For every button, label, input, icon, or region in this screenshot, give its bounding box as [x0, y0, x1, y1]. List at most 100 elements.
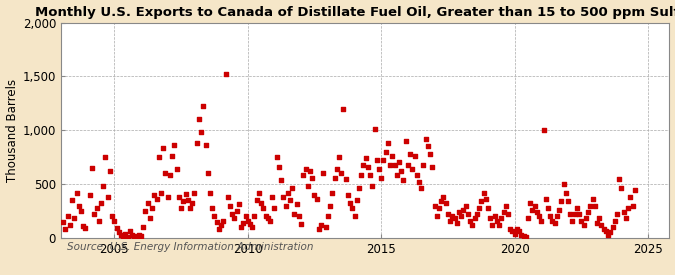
- Point: [184, 205, 195, 210]
- Point: [165, 173, 176, 178]
- Point: [205, 190, 215, 195]
- Point: [462, 212, 473, 216]
- Point: [78, 224, 88, 228]
- Point: [107, 214, 117, 219]
- Point: [409, 154, 420, 158]
- Point: [232, 209, 242, 213]
- Point: [247, 225, 258, 229]
- Point: [405, 152, 416, 156]
- Point: [354, 186, 364, 191]
- Point: [594, 216, 605, 221]
- Point: [242, 218, 253, 223]
- Point: [380, 150, 391, 154]
- Point: [503, 212, 514, 216]
- Point: [563, 199, 574, 204]
- Point: [267, 195, 277, 199]
- Point: [543, 205, 554, 210]
- Point: [507, 229, 518, 233]
- Point: [567, 218, 578, 223]
- Point: [471, 212, 482, 216]
- Point: [427, 164, 438, 169]
- Point: [614, 177, 624, 181]
- Point: [111, 226, 122, 230]
- Point: [402, 163, 413, 167]
- Point: [421, 137, 431, 141]
- Point: [534, 214, 545, 219]
- Point: [345, 201, 356, 206]
- Point: [431, 214, 442, 219]
- Point: [398, 177, 409, 182]
- Point: [138, 225, 148, 229]
- Point: [449, 216, 460, 221]
- Point: [387, 154, 398, 158]
- Point: [445, 218, 456, 223]
- Point: [327, 190, 338, 195]
- Point: [225, 203, 236, 208]
- Point: [120, 231, 131, 236]
- Point: [158, 146, 169, 151]
- Point: [560, 190, 571, 195]
- Point: [601, 229, 612, 233]
- Point: [620, 216, 631, 221]
- Point: [323, 214, 333, 219]
- Point: [211, 219, 222, 224]
- Point: [209, 214, 220, 219]
- Point: [333, 155, 344, 159]
- Point: [102, 195, 113, 199]
- Point: [187, 201, 198, 206]
- Point: [171, 167, 182, 171]
- Point: [118, 233, 129, 238]
- Point: [115, 232, 126, 237]
- Point: [58, 219, 69, 224]
- Point: [176, 205, 186, 210]
- Point: [129, 233, 140, 238]
- Point: [487, 223, 498, 227]
- Point: [367, 184, 378, 188]
- Point: [300, 167, 311, 171]
- Point: [213, 227, 224, 232]
- Point: [342, 192, 353, 197]
- Point: [62, 214, 73, 219]
- Point: [131, 235, 142, 239]
- Point: [607, 225, 618, 229]
- Point: [202, 171, 213, 175]
- Point: [144, 216, 155, 221]
- Point: [69, 216, 80, 221]
- Point: [394, 160, 404, 165]
- Point: [251, 198, 262, 202]
- Point: [93, 218, 104, 223]
- Point: [440, 201, 451, 206]
- Point: [536, 218, 547, 223]
- Point: [287, 186, 298, 191]
- Point: [309, 192, 320, 197]
- Text: Source: U.S. Energy Information Administration: Source: U.S. Energy Information Administ…: [67, 242, 314, 252]
- Point: [280, 203, 291, 208]
- Point: [500, 203, 511, 208]
- Point: [162, 195, 173, 199]
- Point: [356, 173, 367, 178]
- Point: [227, 212, 238, 216]
- Point: [265, 218, 275, 223]
- Point: [189, 190, 200, 195]
- Point: [218, 218, 229, 223]
- Point: [485, 216, 495, 221]
- Point: [100, 155, 111, 159]
- Point: [438, 195, 449, 199]
- Point: [80, 226, 91, 230]
- Point: [516, 232, 526, 237]
- Point: [491, 218, 502, 223]
- Point: [60, 227, 71, 232]
- Point: [134, 233, 144, 237]
- Point: [525, 201, 536, 206]
- Y-axis label: Thousand Barrels: Thousand Barrels: [5, 79, 18, 182]
- Point: [605, 230, 616, 235]
- Point: [169, 143, 180, 147]
- Point: [74, 203, 84, 208]
- Point: [456, 214, 466, 219]
- Point: [151, 197, 162, 201]
- Point: [109, 218, 119, 223]
- Point: [554, 208, 564, 212]
- Point: [86, 166, 97, 170]
- Point: [362, 164, 373, 169]
- Point: [194, 117, 205, 122]
